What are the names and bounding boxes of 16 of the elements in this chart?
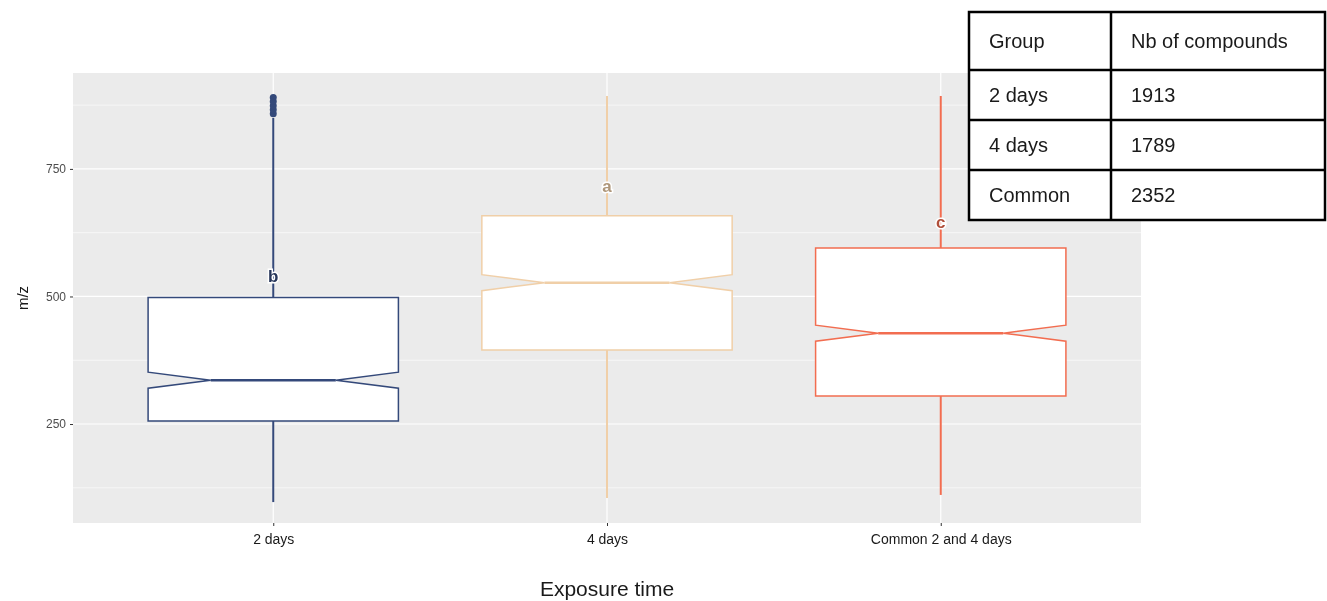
annotation: 4 days bbox=[989, 134, 1048, 156]
annotation: Common bbox=[989, 184, 1071, 206]
text: Nb of compounds bbox=[1131, 30, 1288, 52]
x-tick-label: 2 days bbox=[253, 530, 295, 547]
y-tick-label: 500 bbox=[45, 289, 67, 304]
annotation: 1789 bbox=[1131, 134, 1176, 156]
y-tick-label: 750 bbox=[45, 162, 67, 177]
annotation: 1913 bbox=[1131, 84, 1176, 106]
text: Group bbox=[989, 30, 1045, 52]
y-axis-title: m/z bbox=[14, 285, 31, 311]
annotation: 2352 bbox=[1131, 184, 1176, 206]
annotation: 2 days bbox=[989, 84, 1048, 106]
x-axis-title: Exposure time bbox=[539, 577, 675, 600]
x-tick-label: Common 2 and 4 days bbox=[870, 530, 1012, 547]
x-tick-label: 4 days bbox=[586, 530, 629, 547]
y-tick-label: 250 bbox=[45, 417, 67, 432]
